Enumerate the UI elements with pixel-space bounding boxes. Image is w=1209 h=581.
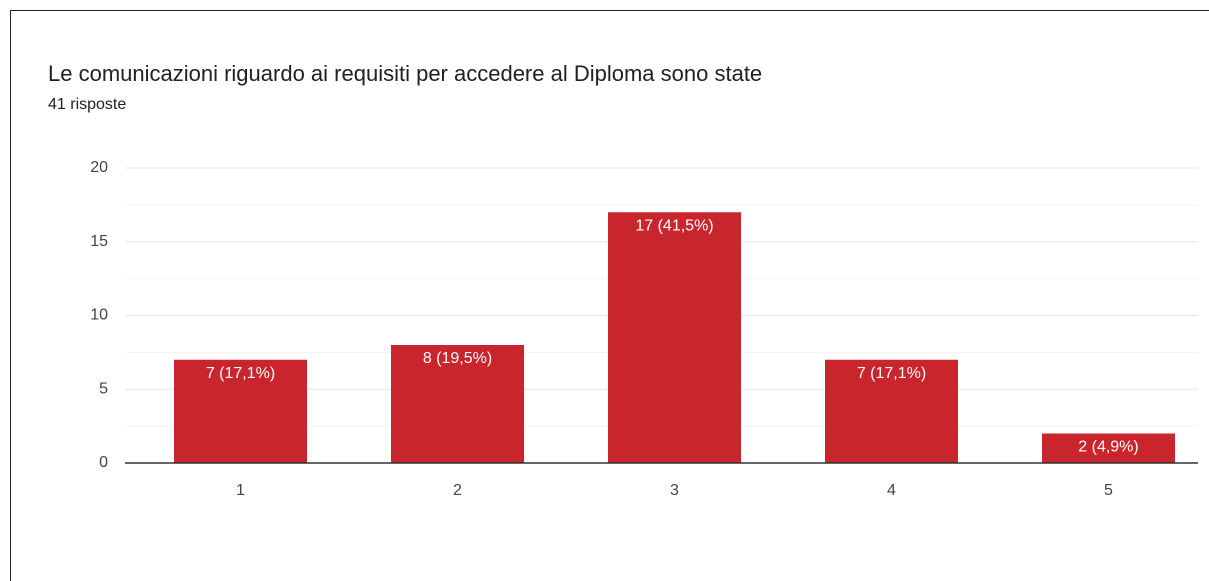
x-tick-label: 4 <box>887 482 896 499</box>
bar <box>608 212 741 463</box>
chart-title: Le comunicazioni riguardo ai requisiti p… <box>48 61 762 86</box>
bar <box>174 359 307 463</box>
y-tick-label: 20 <box>90 159 108 176</box>
data-label: 7 (17,1%) <box>857 365 926 382</box>
chart-subtitle: 41 risposte <box>48 96 126 113</box>
data-label: 2 (4,9%) <box>1078 439 1138 456</box>
y-tick-label: 15 <box>90 233 108 250</box>
y-tick-label: 0 <box>99 454 108 471</box>
y-tick-label: 5 <box>99 380 108 397</box>
data-label: 7 (17,1%) <box>206 365 275 382</box>
y-tick-label: 10 <box>90 307 108 324</box>
data-label: 8 (19,5%) <box>423 350 492 367</box>
x-tick-label: 5 <box>1104 482 1113 499</box>
x-tick-label: 2 <box>453 482 462 499</box>
x-tick-label: 1 <box>236 482 245 499</box>
data-label: 17 (41,5%) <box>635 217 713 234</box>
bar <box>1042 433 1175 463</box>
bar <box>391 345 524 463</box>
x-tick-label: 3 <box>670 482 679 499</box>
bar <box>825 359 958 463</box>
